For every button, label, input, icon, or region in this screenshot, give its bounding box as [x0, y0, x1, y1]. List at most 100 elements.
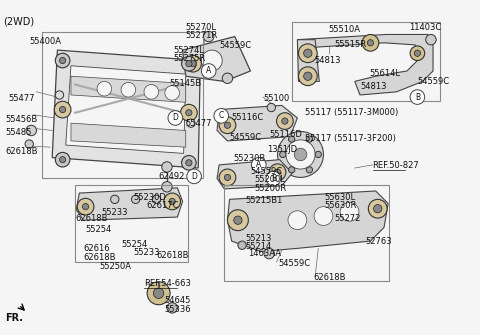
Circle shape [238, 241, 246, 250]
Circle shape [83, 203, 89, 210]
Text: 55145B: 55145B [169, 79, 201, 88]
Text: 54559C: 54559C [278, 259, 311, 268]
Circle shape [222, 73, 233, 83]
Text: 62492: 62492 [158, 172, 185, 181]
Text: 55116C: 55116C [232, 113, 264, 122]
Text: 55515R: 55515R [334, 40, 366, 49]
Circle shape [368, 199, 387, 218]
Circle shape [25, 140, 34, 148]
Circle shape [60, 156, 66, 163]
Circle shape [168, 111, 182, 125]
Circle shape [252, 157, 266, 172]
Text: 11403C: 11403C [409, 23, 441, 32]
Circle shape [55, 53, 70, 68]
Text: 62618B: 62618B [75, 214, 108, 223]
Circle shape [186, 110, 192, 116]
Circle shape [306, 136, 312, 142]
Polygon shape [298, 35, 433, 95]
Circle shape [288, 167, 295, 173]
Circle shape [294, 148, 307, 161]
Text: 54813: 54813 [360, 82, 386, 91]
Text: 1463AA: 1463AA [248, 250, 281, 258]
Circle shape [152, 195, 161, 203]
Text: (2WD): (2WD) [3, 17, 34, 27]
Text: 55230B: 55230B [234, 154, 266, 163]
Circle shape [144, 84, 158, 99]
Text: 55272: 55272 [334, 214, 360, 223]
Text: 55477: 55477 [8, 94, 35, 103]
Text: 55275R: 55275R [173, 54, 205, 63]
Text: 1351JD: 1351JD [267, 145, 297, 154]
Bar [224, 185, 389, 281]
Circle shape [280, 151, 286, 157]
Text: 55250A: 55250A [99, 262, 131, 271]
Text: 54559C: 54559C [251, 167, 283, 176]
Text: 55233: 55233 [101, 208, 128, 217]
Text: 55117 (55117-3F200): 55117 (55117-3F200) [305, 134, 396, 143]
Circle shape [314, 207, 333, 225]
Text: 54559C: 54559C [229, 133, 262, 142]
Circle shape [367, 40, 373, 46]
Text: 54559C: 54559C [418, 77, 449, 86]
Circle shape [410, 46, 425, 61]
Text: A: A [256, 160, 262, 170]
Circle shape [362, 35, 379, 51]
Text: 62616: 62616 [84, 244, 110, 253]
Text: 52763: 52763 [365, 237, 392, 246]
Text: 55510A: 55510A [329, 25, 360, 34]
Circle shape [304, 72, 312, 80]
Circle shape [162, 182, 172, 192]
Circle shape [26, 125, 36, 136]
Circle shape [186, 160, 192, 166]
Text: REF.50-827: REF.50-827 [372, 161, 419, 170]
Circle shape [214, 109, 228, 123]
Circle shape [264, 248, 275, 259]
Text: 55116D: 55116D [269, 130, 302, 139]
Circle shape [110, 195, 119, 203]
Circle shape [275, 169, 281, 175]
Text: 55270L: 55270L [186, 23, 217, 32]
Circle shape [132, 195, 140, 203]
Text: A: A [206, 66, 211, 75]
Circle shape [373, 205, 382, 213]
Text: 55100: 55100 [263, 94, 289, 103]
Polygon shape [71, 123, 186, 147]
Text: 55215B1: 55215B1 [245, 196, 283, 205]
Polygon shape [217, 106, 298, 141]
Circle shape [267, 103, 276, 112]
Polygon shape [71, 76, 186, 102]
Text: 55230D: 55230D [133, 193, 167, 202]
Bar [75, 185, 188, 262]
Circle shape [286, 140, 315, 169]
Circle shape [190, 61, 196, 67]
Circle shape [202, 64, 216, 78]
Circle shape [165, 85, 180, 100]
Circle shape [269, 164, 286, 181]
Text: 55254: 55254 [121, 240, 147, 249]
Text: 62618B: 62618B [5, 147, 38, 156]
Circle shape [410, 90, 425, 105]
Circle shape [77, 198, 94, 215]
Circle shape [204, 31, 214, 42]
Circle shape [181, 56, 196, 71]
Text: 55213: 55213 [245, 234, 272, 243]
Circle shape [306, 167, 312, 173]
Text: D: D [172, 114, 178, 122]
Text: 62618B: 62618B [313, 273, 346, 282]
Circle shape [97, 81, 112, 96]
Text: 54559C: 54559C [219, 41, 251, 50]
Polygon shape [182, 37, 251, 81]
Text: 55630R: 55630R [324, 201, 357, 210]
Circle shape [154, 288, 164, 298]
Circle shape [288, 211, 307, 229]
Circle shape [299, 44, 317, 63]
Circle shape [167, 303, 178, 313]
Circle shape [426, 35, 436, 45]
Circle shape [228, 210, 248, 230]
Circle shape [202, 50, 222, 71]
Text: 55233: 55233 [133, 248, 160, 257]
Text: 55274L: 55274L [173, 46, 204, 55]
Circle shape [224, 122, 230, 128]
Circle shape [54, 101, 71, 118]
Text: 55117 (55117-3M000): 55117 (55117-3M000) [305, 108, 398, 117]
